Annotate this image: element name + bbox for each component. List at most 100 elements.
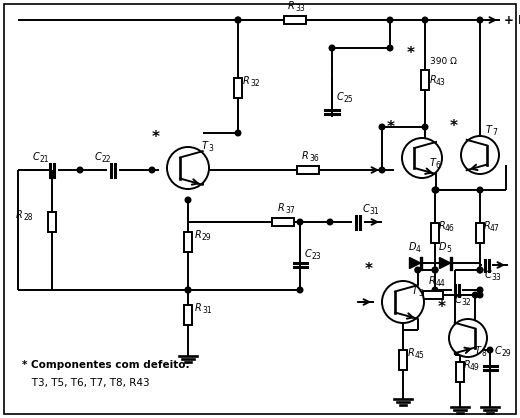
Text: 31: 31 <box>369 207 379 216</box>
Text: R: R <box>430 75 437 85</box>
Bar <box>423 291 443 299</box>
Circle shape <box>477 17 483 23</box>
Bar <box>476 223 484 243</box>
Circle shape <box>382 281 424 323</box>
Circle shape <box>477 267 483 273</box>
Circle shape <box>379 124 385 130</box>
Text: R: R <box>302 151 309 161</box>
Circle shape <box>200 167 205 173</box>
Text: 28: 28 <box>23 213 32 222</box>
Text: 37: 37 <box>285 206 295 215</box>
Bar <box>234 78 242 98</box>
Text: R: R <box>464 360 471 370</box>
Circle shape <box>185 287 191 293</box>
Circle shape <box>457 347 463 353</box>
Text: 49: 49 <box>470 363 480 372</box>
Circle shape <box>449 319 487 357</box>
Text: *: * <box>387 120 395 135</box>
Circle shape <box>432 267 438 273</box>
Text: T: T <box>412 286 418 296</box>
Text: R: R <box>278 203 285 213</box>
Text: C: C <box>363 204 370 214</box>
Text: * Componentes com defeito:: * Componentes com defeito: <box>22 360 190 370</box>
Circle shape <box>167 147 209 189</box>
Circle shape <box>297 287 303 293</box>
Text: 32: 32 <box>461 298 471 307</box>
Text: C: C <box>337 92 344 102</box>
Text: 29: 29 <box>202 233 212 242</box>
Text: *: * <box>152 130 160 145</box>
Bar <box>272 218 294 226</box>
Circle shape <box>185 287 191 293</box>
Text: R: R <box>408 348 415 358</box>
Text: R: R <box>288 1 295 11</box>
Polygon shape <box>439 257 450 268</box>
Text: *: * <box>407 46 415 61</box>
Text: T3, T5, T6, T7, T8, R43: T3, T5, T6, T7, T8, R43 <box>22 378 150 388</box>
Text: 45: 45 <box>415 351 425 360</box>
Text: 390 Ω: 390 Ω <box>430 57 457 66</box>
Text: 7: 7 <box>492 128 497 137</box>
Circle shape <box>422 124 428 130</box>
Text: 5: 5 <box>418 289 423 298</box>
Text: T: T <box>486 125 492 135</box>
Text: 43: 43 <box>436 78 446 87</box>
Text: 21: 21 <box>39 155 48 164</box>
Text: R: R <box>195 303 202 313</box>
Text: 33: 33 <box>295 4 305 13</box>
Circle shape <box>327 219 333 225</box>
Text: C: C <box>33 152 40 162</box>
Circle shape <box>422 17 428 23</box>
Text: D: D <box>409 242 417 252</box>
Text: R: R <box>484 221 491 231</box>
Text: 23: 23 <box>311 252 321 261</box>
Text: 3: 3 <box>208 144 213 153</box>
Text: R: R <box>195 230 202 240</box>
Bar <box>184 232 192 252</box>
Bar <box>456 362 464 382</box>
Text: C: C <box>305 249 312 259</box>
Text: 33: 33 <box>491 273 501 282</box>
Text: 47: 47 <box>490 224 500 233</box>
Text: 32: 32 <box>250 79 259 88</box>
Bar <box>399 350 407 370</box>
Text: T: T <box>475 346 481 356</box>
Circle shape <box>149 167 155 173</box>
Text: T: T <box>202 141 208 151</box>
Circle shape <box>487 347 493 353</box>
Text: 25: 25 <box>343 95 353 104</box>
Circle shape <box>433 187 439 193</box>
Text: 6: 6 <box>436 161 441 170</box>
Text: R: R <box>243 76 250 86</box>
Circle shape <box>473 292 478 298</box>
Text: C: C <box>485 270 492 280</box>
Bar <box>421 70 429 90</box>
Circle shape <box>235 17 241 23</box>
Text: 36: 36 <box>309 154 319 163</box>
Text: *: * <box>365 262 373 277</box>
Circle shape <box>379 167 385 173</box>
Text: 8: 8 <box>481 349 486 358</box>
Circle shape <box>185 197 191 203</box>
Text: D: D <box>439 242 447 252</box>
Circle shape <box>432 267 438 273</box>
Text: 29: 29 <box>501 349 511 358</box>
Circle shape <box>477 267 483 273</box>
Circle shape <box>235 130 241 136</box>
Bar <box>284 16 306 24</box>
Circle shape <box>415 267 421 273</box>
Text: 22: 22 <box>101 155 111 164</box>
Circle shape <box>432 187 438 193</box>
Text: R: R <box>16 210 23 220</box>
Circle shape <box>329 45 335 51</box>
Circle shape <box>402 138 442 178</box>
Text: 4: 4 <box>416 245 421 254</box>
Circle shape <box>235 17 241 23</box>
Circle shape <box>432 287 438 293</box>
Circle shape <box>477 187 483 193</box>
Text: R: R <box>429 276 436 286</box>
Circle shape <box>477 292 483 298</box>
Bar <box>297 166 319 174</box>
Text: C: C <box>495 346 502 356</box>
Text: R: R <box>439 221 446 231</box>
